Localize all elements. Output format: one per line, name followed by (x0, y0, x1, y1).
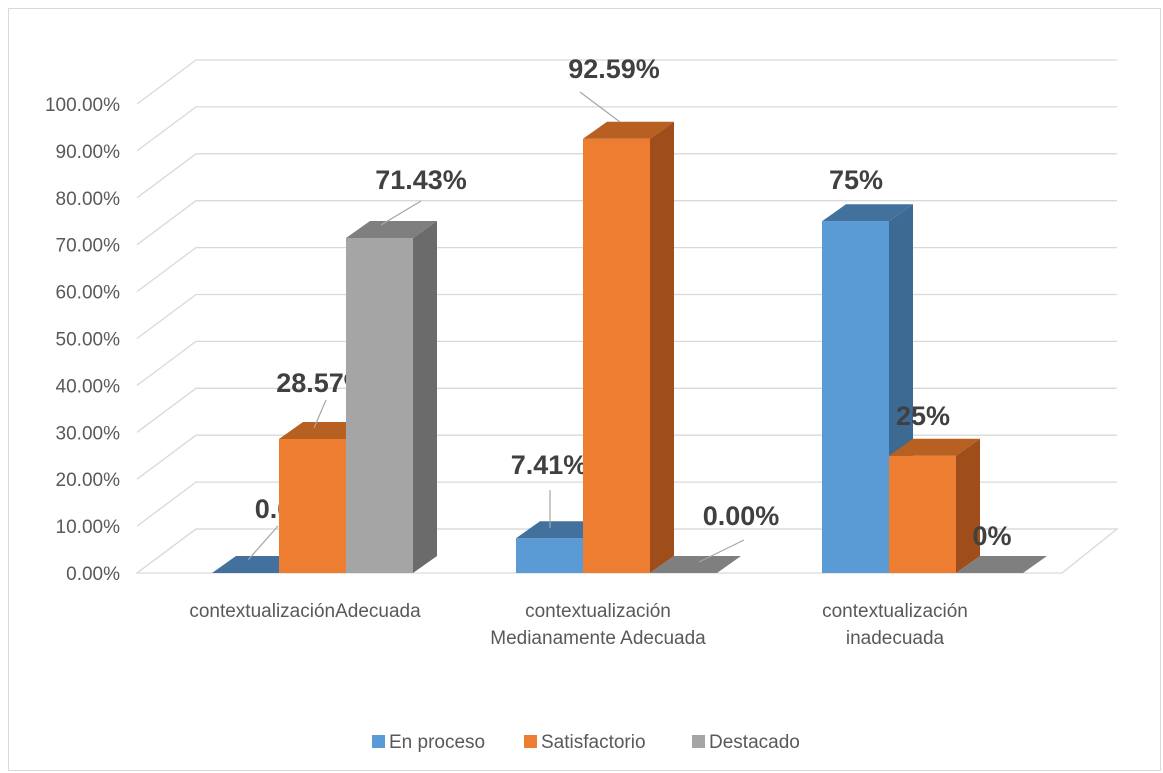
gridline (136, 200, 1117, 246)
bar-satisfactorio (583, 138, 650, 573)
bar-top-face (889, 438, 980, 456)
y-tick-label: 40.00% (56, 376, 121, 397)
y-tick-label: 10.00% (56, 517, 121, 538)
legend-swatch (524, 735, 537, 748)
gridline (136, 59, 1117, 105)
data-label: 92.59% (568, 54, 660, 84)
gridline (136, 106, 1117, 152)
data-label: 7.41% (511, 450, 588, 480)
chart-floor (135, 528, 1119, 574)
y-tick-label: 100.00% (45, 95, 120, 116)
y-tick-label: 70.00% (56, 236, 121, 257)
legend-label: Satisfactorio (541, 732, 646, 753)
y-tick-label: 60.00% (56, 283, 121, 304)
data-label-leader (380, 200, 422, 226)
y-tick-label: 50.00% (56, 330, 121, 351)
gridline (136, 340, 1117, 386)
gridline (136, 387, 1117, 433)
data-label: 71.43% (375, 165, 467, 195)
bar-top-face (346, 220, 437, 238)
x-category-label: contextualización (822, 601, 968, 622)
bar-top-face (650, 556, 741, 573)
legend-swatch (692, 735, 705, 748)
y-tick-label: 0.00% (66, 564, 120, 585)
x-category-label: contextualización (525, 601, 671, 622)
data-label-leader (247, 525, 279, 561)
bar-destacado (346, 237, 413, 574)
bar-satisfactorio (889, 455, 956, 573)
bar-side-face (956, 438, 980, 573)
data-label: 75% (829, 165, 883, 195)
bar-satisfactorio (279, 439, 346, 573)
bar-side-face (413, 220, 437, 574)
data-label: 25% (896, 401, 950, 431)
bar-top-face (583, 121, 674, 139)
gridline (136, 246, 1117, 293)
bar-en-proceso (822, 221, 889, 573)
legend-label: En proceso (389, 732, 485, 753)
bar-top-face (956, 556, 1047, 573)
data-label-leader (313, 399, 327, 429)
y-tick-label: 90.00% (56, 142, 121, 163)
data-label-leader (579, 91, 621, 123)
gridline (136, 481, 1117, 527)
gridline (136, 293, 1117, 340)
x-category-label: Medianamente Adecuada (490, 628, 706, 649)
legend-label: Destacado (709, 732, 800, 753)
data-label-leader (698, 539, 745, 563)
y-tick-label: 20.00% (56, 470, 121, 491)
gridline (136, 153, 1117, 199)
x-category-label: contextualizaciónAdecuada (189, 601, 421, 622)
data-label: 0.00% (703, 501, 780, 531)
gridline (136, 434, 1117, 480)
y-tick-label: 80.00% (56, 189, 121, 210)
y-tick-label: 30.00% (56, 423, 121, 444)
bar-side-face (650, 121, 674, 573)
bar-top-face (822, 204, 913, 222)
x-category-label: inadecuada (846, 628, 945, 649)
legend-swatch (372, 735, 385, 748)
data-label: 0% (972, 521, 1011, 551)
bar-en-proceso (516, 538, 583, 573)
